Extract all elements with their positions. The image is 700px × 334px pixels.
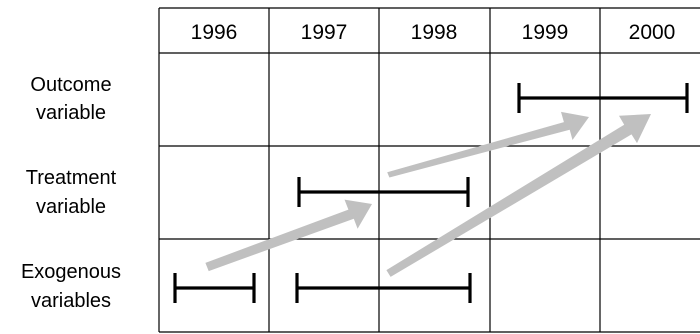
arrow-exogenous-to-treatment (205, 199, 372, 272)
row-label-outcome: variable (36, 102, 106, 124)
row-label-treatment: Treatment (26, 167, 117, 189)
year-label: 1998 (411, 21, 458, 44)
row-label-outcome: Outcome (30, 74, 111, 96)
interval-exogenous-1 (173, 273, 256, 303)
grid (158, 7, 700, 333)
interval-exogenous-2 (295, 273, 472, 303)
arrow-exogenous-to-outcome (386, 114, 651, 277)
year-label: 1997 (301, 21, 348, 44)
arrow-treatment-to-outcome (387, 111, 589, 178)
interval-outcome (517, 83, 689, 113)
interval-treatment (297, 177, 470, 207)
row-label-exogenous: Exogenous (21, 261, 121, 283)
row-label-treatment: variable (36, 196, 106, 218)
row-label-exogenous: variables (31, 290, 111, 312)
year-label: 1996 (191, 21, 238, 44)
year-label: 1999 (522, 21, 569, 44)
year-label: 2000 (629, 21, 676, 44)
